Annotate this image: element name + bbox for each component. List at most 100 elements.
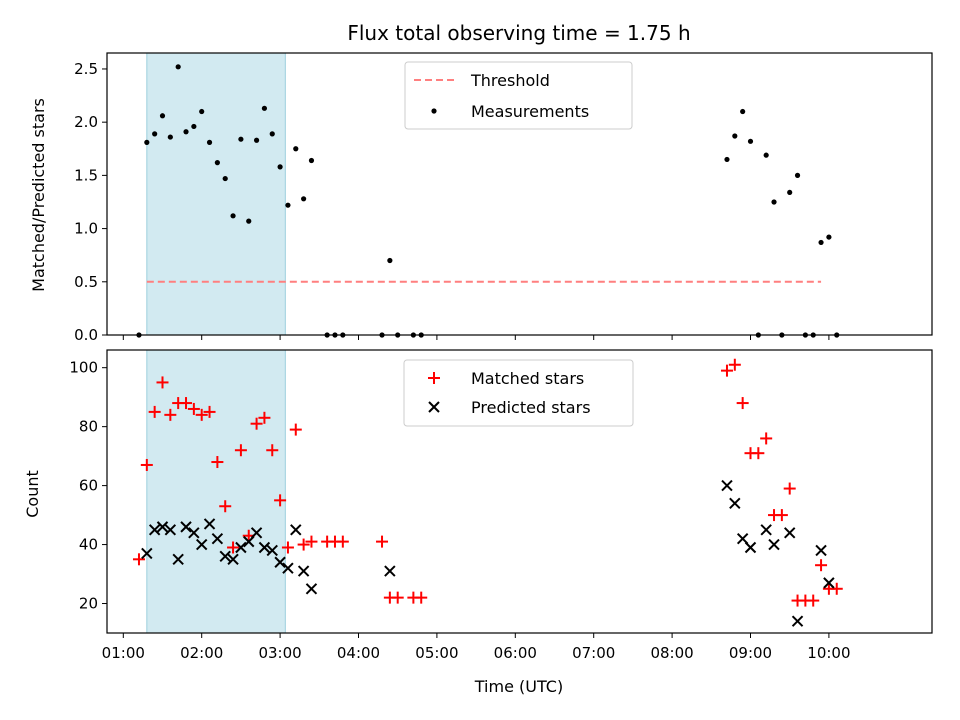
predicted-star-point — [823, 577, 835, 589]
top-y-tick-label: 2.0 — [74, 113, 98, 131]
predicted-star-stroke-b — [815, 544, 827, 557]
predicted-star-point — [744, 541, 757, 554]
predicted-star-stroke-b — [768, 538, 780, 551]
predicted-star-point — [274, 556, 286, 568]
predicted-star-stroke-b — [235, 541, 247, 554]
matched-star-point — [258, 411, 271, 424]
measurement-point — [269, 131, 275, 137]
predicted-star-stroke-b — [282, 562, 294, 574]
predicted-star-point — [235, 541, 247, 554]
predicted-star-point — [282, 562, 294, 574]
bottom-axes-frame — [106, 349, 933, 634]
matched-star-point — [305, 535, 318, 548]
predicted-star-point — [219, 550, 231, 563]
measurement-point — [387, 257, 393, 264]
predicted-star-point — [243, 535, 255, 548]
measurement-point — [740, 108, 746, 115]
matched-star-point — [234, 444, 247, 457]
predicted-star-point — [290, 524, 302, 536]
matched-star-point — [775, 509, 788, 522]
predicted-star-stroke-b — [783, 527, 796, 539]
measurement-point — [167, 134, 173, 140]
measurement-point — [191, 123, 197, 130]
predicted-star-stroke-b — [243, 535, 255, 548]
top-y-tick-label: 1.5 — [74, 166, 98, 184]
measurement-point — [199, 108, 205, 115]
matched-star-point — [807, 594, 820, 607]
predicted-star-point — [195, 538, 208, 551]
bottom-x-tick-label: 04:00 — [337, 644, 380, 662]
matched-star-point — [760, 432, 773, 445]
bottom-x-tick-label: 10:00 — [807, 644, 850, 662]
predicted-star-stroke-b — [290, 524, 302, 536]
bottom-x-tick-label: 02:00 — [180, 644, 223, 662]
top-legend-box — [404, 61, 633, 130]
predicted-star-stroke-b — [305, 583, 318, 595]
matched-star-point — [391, 591, 404, 604]
predicted-star-stroke-b — [721, 479, 733, 492]
predicted-star-stroke-b — [180, 521, 192, 533]
matched-star-point — [219, 500, 232, 513]
predicted-star-stroke-b — [156, 521, 169, 533]
predicted-star-point — [791, 615, 804, 627]
threshold-legend-label: Threshold — [470, 71, 550, 90]
predicted-star-stroke-b — [172, 553, 184, 566]
measurement-point — [818, 239, 824, 246]
predicted-star-point — [156, 521, 169, 533]
x-axis-label: Time (UTC) — [474, 677, 563, 696]
predicted-star-stroke-b — [823, 577, 835, 589]
predicted-star-point — [148, 524, 161, 536]
matched-star-point — [148, 405, 161, 418]
top-legend: Threshold Measurements — [404, 61, 633, 130]
measurement-point — [771, 199, 777, 205]
bottom-x-tick-label: 03:00 — [258, 644, 301, 662]
bottom-shaded-span — [146, 349, 286, 634]
measurements-legend-marker — [431, 108, 437, 114]
matched-legend-marker — [428, 372, 440, 384]
matched-star-point — [297, 538, 310, 551]
predicted-star-point — [211, 532, 224, 545]
bottom-y-tick-label: 80 — [79, 418, 98, 436]
predicted-star-stroke-b — [258, 541, 271, 554]
measurement-point — [222, 175, 228, 182]
top-y-tick-label: 0.5 — [74, 273, 98, 291]
matched-star-point — [195, 408, 208, 421]
predicted-star-point — [721, 479, 733, 492]
matched-star-point — [376, 535, 389, 548]
matched-star-point — [164, 408, 177, 421]
matched-star-point — [266, 444, 279, 457]
measurement-point — [787, 189, 793, 196]
bottom-x-tick-label: 06:00 — [494, 644, 537, 662]
predicted-star-stroke-b — [203, 518, 216, 530]
matched-star-point — [281, 541, 294, 554]
predicted-star-stroke-b — [297, 565, 310, 577]
measurement-point — [724, 156, 730, 163]
bottom-x-tick-label: 07:00 — [572, 644, 615, 662]
top-axes-frame — [106, 52, 933, 336]
predicted-star-point — [384, 565, 396, 577]
predicted-star-point — [305, 583, 318, 595]
matched-star-point — [815, 559, 828, 572]
predicted-star-stroke-b — [164, 524, 177, 536]
predicted-star-stroke-b — [148, 524, 161, 536]
predicted-star-point — [180, 521, 192, 533]
predicted-star-stroke-b — [188, 527, 200, 539]
matched-star-point — [250, 417, 263, 430]
top-plot: 0.0 0.5 1.0 1.5 2.0 2.5 — [74, 52, 933, 344]
measurement-point — [214, 160, 220, 166]
measurement-point — [144, 139, 150, 145]
predicted-star-point — [188, 527, 200, 539]
measurement-point — [183, 129, 189, 135]
matched-star-point — [140, 458, 153, 471]
predicted-star-point — [729, 497, 741, 509]
bottom-legend-box — [403, 359, 634, 427]
measurement-point — [826, 234, 832, 240]
predicted-star-stroke-b — [736, 532, 749, 545]
predicted-star-point — [783, 527, 796, 539]
bottom-x-tick-label: 01:00 — [102, 644, 145, 662]
matched-star-point — [274, 494, 287, 507]
predicted-star-point — [172, 553, 184, 566]
matched-star-point — [736, 397, 749, 410]
predicted-star-stroke-b — [227, 553, 239, 566]
bottom-y-tick-label: 60 — [79, 477, 98, 495]
